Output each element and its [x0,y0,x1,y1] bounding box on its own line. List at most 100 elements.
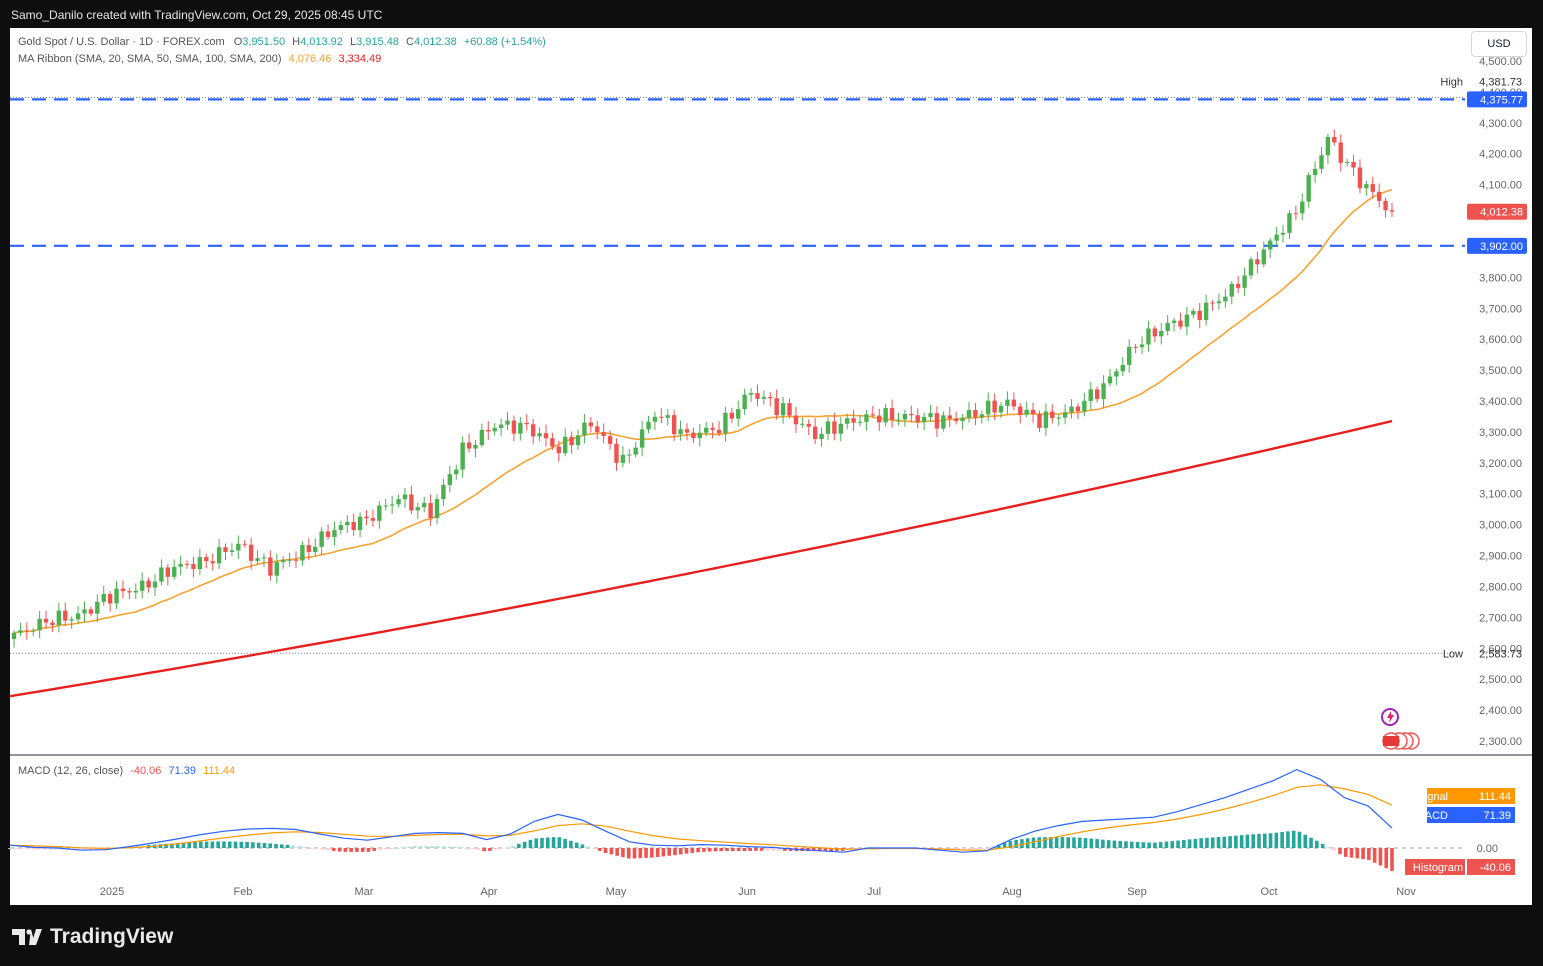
candle-body [280,560,286,563]
macd-histogram-bar [650,848,654,858]
candle-body [812,426,818,440]
candle-body [774,398,779,416]
lightning-icon [1381,708,1399,726]
macd-histogram-bar [823,848,828,852]
low-tag-value: 2,583.73 [1479,648,1522,660]
candle-body [1364,184,1369,189]
y-axis-tick-label: 2,600.00 [1479,643,1522,655]
macd-histogram-bar [470,848,475,850]
candle-body [1037,414,1042,428]
macd-histogram-bar [1043,837,1047,848]
y-axis-tick-label: 4,200.00 [1479,149,1522,161]
candle-body [595,426,600,433]
macd-histogram-bar [94,848,99,850]
macd-histogram-bar [1280,832,1284,848]
macd-histogram-bar [343,848,348,852]
candle-body [671,415,677,435]
level-tag-upper-bg [1467,91,1527,108]
macd-histogram-bar [1164,841,1169,848]
macd-histogram-bar [465,848,469,849]
macd-histogram-bar [1170,841,1175,848]
macd-histogram-bar [227,841,232,848]
macd-histogram-bar [638,848,643,859]
tradingview-logo[interactable]: TradingView [12,925,173,949]
candle-body [236,543,241,551]
macd-histogram-bar [1355,848,1360,859]
macd-histogram-bar [1297,831,1302,848]
macd-histogram-bar [962,848,966,851]
macd-histogram-bar [1008,840,1013,848]
candle-body [242,543,247,545]
candle-body [75,613,81,620]
x-axis-tick-label: Oct [1260,886,1277,898]
candle-body [319,531,324,547]
candle-body [986,400,991,415]
y-axis-tick-label: 2,500.00 [1479,674,1522,686]
candle-body [101,594,106,602]
signal-line [9,784,1393,851]
candle-body [1242,275,1247,288]
candle-body [1319,155,1324,169]
x-axis-tick-label: Apr [480,886,497,898]
high-label: H [292,36,301,48]
macd-histogram-bar [759,848,764,851]
currency-button[interactable]: USD [1471,31,1527,57]
candle-body [133,590,138,593]
candle-body [1165,322,1170,332]
macd-histogram-bar [418,846,423,848]
candle-body [95,601,100,614]
macd-histogram-bar [1361,848,1365,860]
candle-body [691,432,696,439]
candle-body [704,427,709,433]
macd-histogram-bar [349,848,353,852]
candle-body [415,507,420,511]
candle-body [18,630,23,633]
macd-histogram-bar [754,848,758,851]
macd-histogram-bar [1141,842,1146,848]
macd-histogram-bar [950,848,955,850]
macd-histogram-bar [239,841,244,848]
macd-histogram-bar [181,842,186,848]
candle-body [82,609,87,614]
macd-histogram-bar [956,848,961,851]
candle-body [1146,328,1151,345]
macd-histogram-bar [389,848,394,849]
macd-label: MACD (12, 26, close) [18,765,124,777]
candle-body [351,521,356,531]
candle-body [569,436,574,446]
candle-body [511,420,517,434]
macd-histogram-bar [89,848,93,851]
candle-body [851,418,856,423]
candle-body [63,610,68,621]
macd-histogram-bar [598,848,602,851]
macd-histogram-bar [783,848,787,851]
candle-body [518,422,523,434]
candle-body [550,438,555,447]
candle-body [889,408,895,420]
high-tag-title: High [1440,77,1463,89]
macd-histogram-bar [326,848,330,851]
ma-ribbon-legend[interactable]: MA Ribbon (SMA, 20, SMA, 50, SMA, 100, S… [18,53,381,65]
macd-line [9,768,1393,853]
macd-histogram-bar [1303,834,1308,848]
candle-body [146,580,151,588]
macd-histogram-bar [736,848,741,852]
macd-histogram-bar [1239,835,1244,848]
candle-body [274,562,279,576]
macd-histogram-bar [424,846,429,848]
candle-body [1351,162,1356,168]
macd-histogram-bar [1320,843,1325,848]
ma-ribbon-label: MA Ribbon (SMA, 20, SMA, 50, SMA, 100, S… [18,53,282,65]
candle-body [1268,240,1273,250]
low-value: 3,915.48 [356,36,399,48]
chart-frame[interactable] [10,28,1532,905]
candle-body [460,442,465,470]
macd-tag-name-bg [1427,788,1469,804]
macd-histogram-bar [1124,841,1128,848]
macd-legend[interactable]: MACD (12, 26, close) -40.06 71.39 111.44 [18,765,235,777]
candle-body [992,400,997,413]
candle-body [332,530,337,537]
level-tag-upper: 4,375.77 [1467,91,1527,108]
candle-body [639,429,645,448]
